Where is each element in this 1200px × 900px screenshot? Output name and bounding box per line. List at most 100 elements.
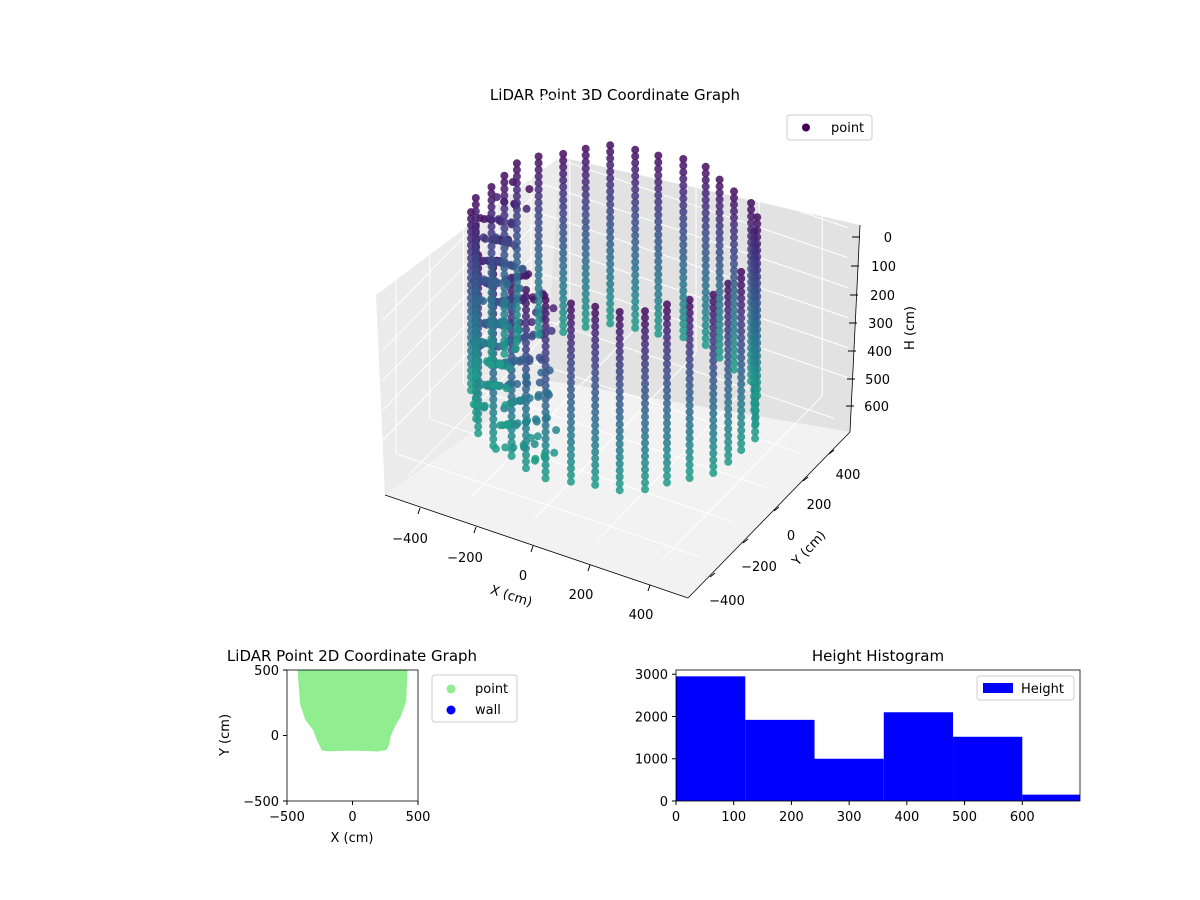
chart-3d-x-tick-label: 0: [519, 569, 527, 584]
chart-3d-data-point: [631, 323, 640, 332]
chart-3d-data-point: [559, 255, 568, 264]
chart-3d-data-point: [753, 325, 762, 334]
chart-3d-data-point: [631, 158, 640, 167]
chart-3d-data-point: [751, 434, 760, 443]
chart-3d-y-tick-label: −200: [741, 560, 777, 575]
chart-3d-data-point: [715, 261, 724, 270]
chart-3d-data-point: [747, 298, 756, 306]
chart-3d-data-point: [541, 428, 550, 437]
chart-3d-data-point: [615, 334, 624, 343]
chart-3d-data-point: [641, 313, 649, 322]
histogram-y-ticks: 0 1000 2000 3000: [635, 668, 676, 810]
chart-3d-data-point: [559, 242, 568, 251]
chart-3d-data-point: [737, 314, 746, 323]
chart-3d-data-point: [730, 352, 738, 361]
chart-3d-data-point: [559, 262, 568, 271]
chart-3d-data-point: [591, 381, 600, 390]
chart-3d-data-point: [515, 396, 524, 405]
chart-3d-data-point: [543, 413, 551, 422]
chart-3d-data-point: [631, 310, 640, 319]
chart-3d-data-point: [753, 279, 762, 288]
chart-3d-data-point: [487, 321, 496, 330]
chart-3d-data-point: [685, 388, 694, 397]
chart-3d-data-point: [747, 284, 756, 293]
chart-3d-data-point: [701, 248, 710, 257]
chart-3d-data-point: [606, 207, 615, 216]
chart-3d-z-tick-label: 200: [870, 289, 895, 304]
chart-3d-data-point: [500, 264, 509, 273]
chart-3d-data-point: [567, 457, 575, 466]
chart-3d-points: [467, 141, 762, 495]
chart-3d-data-point: [591, 414, 600, 423]
chart-3d-data-point: [747, 238, 756, 247]
chart-3d-grid-line: [530, 314, 835, 419]
chart-3d-data-point: [487, 275, 496, 284]
chart-3d-data-point: [591, 309, 600, 318]
chart-3d-data-point: [631, 264, 640, 273]
chart-3d-data-point: [663, 333, 671, 342]
chart-3d-data-point: [507, 445, 516, 454]
chart-3d-data-point: [685, 315, 694, 324]
chart-3d-data-point: [724, 306, 733, 314]
chart-3d-data-point: [552, 426, 561, 435]
chart-3d-data-point: [631, 284, 640, 293]
chart-3d-data-point: [709, 356, 718, 365]
chart-3d-data-point: [709, 350, 718, 359]
chart-3d-data-point: [511, 344, 520, 353]
chart-3d-data-point: [471, 394, 480, 403]
chart-2d-x-axis-label: X (cm): [331, 831, 374, 846]
chart-3d-data-point: [730, 227, 738, 235]
chart-3d-data-point: [654, 296, 663, 305]
chart-3d-data-point: [615, 380, 624, 389]
chart-3d-data-point: [559, 169, 568, 178]
chart-3d-data-point: [631, 244, 640, 253]
histogram-bar: [1022, 794, 1080, 801]
chart-3d-data-point: [701, 301, 710, 310]
chart-3d-data-point: [724, 444, 733, 453]
chart-3d-data-point: [512, 330, 521, 339]
chart-3d-data-point: [487, 334, 496, 343]
chart-3d-data-point: [685, 302, 694, 311]
chart-3d-data-point: [512, 205, 521, 214]
chart-3d-data-point: [581, 157, 590, 166]
chart-3d-data-point: [715, 221, 724, 230]
chart-3d-data-point: [606, 187, 615, 196]
chart-3d-data-point: [753, 272, 762, 281]
histogram-legend-label: Height: [1021, 682, 1064, 697]
chart-3d-data-point: [663, 320, 671, 329]
chart-3d-data-point: [737, 366, 746, 375]
chart-3d-data-point: [709, 363, 718, 372]
chart-3d-data-point: [512, 356, 520, 365]
chart-3d-data-point: [567, 345, 575, 354]
chart-3d-data-point: [679, 326, 688, 335]
chart-3d-data-point: [471, 253, 480, 262]
histogram-y-tick-label: 3000: [635, 668, 668, 683]
chart-3d-data-point: [631, 238, 640, 247]
chart-3d-data-point: [471, 260, 480, 268]
chart-3d-data-point: [679, 234, 688, 243]
chart-3d-data-point: [500, 257, 509, 266]
chart-3d-z-axis-label: H (cm): [903, 306, 918, 350]
chart-3d-data-point: [471, 293, 480, 301]
chart-3d-data-point: [500, 231, 509, 240]
chart-3d-data-point: [491, 444, 500, 453]
chart-3d-data-point: [737, 439, 746, 448]
chart-3d-data-point: [471, 246, 480, 255]
chart-3d-data-point: [701, 176, 710, 184]
chart-3d-data-point: [581, 184, 590, 193]
chart-3d-data-point: [679, 188, 688, 196]
chart-3d-data-point: [753, 233, 762, 242]
chart-3d-data-point: [534, 238, 543, 247]
chart-3d-data-point: [513, 419, 522, 428]
chart-3d-data-point: [730, 279, 738, 288]
chart-3d-data-point: [724, 358, 733, 367]
chart-3d-data-point: [654, 217, 663, 226]
chart-3d-data-point: [534, 251, 543, 260]
chart-3d-data-point: [530, 440, 539, 449]
chart-3d-data-point: [591, 315, 600, 324]
chart-3d-data-point: [709, 310, 718, 319]
chart-3d-data-point: [480, 275, 488, 284]
chart-3d-data-point: [631, 218, 640, 227]
chart-3d-data-point: [730, 332, 738, 341]
chart-3d-data-point: [701, 261, 710, 270]
